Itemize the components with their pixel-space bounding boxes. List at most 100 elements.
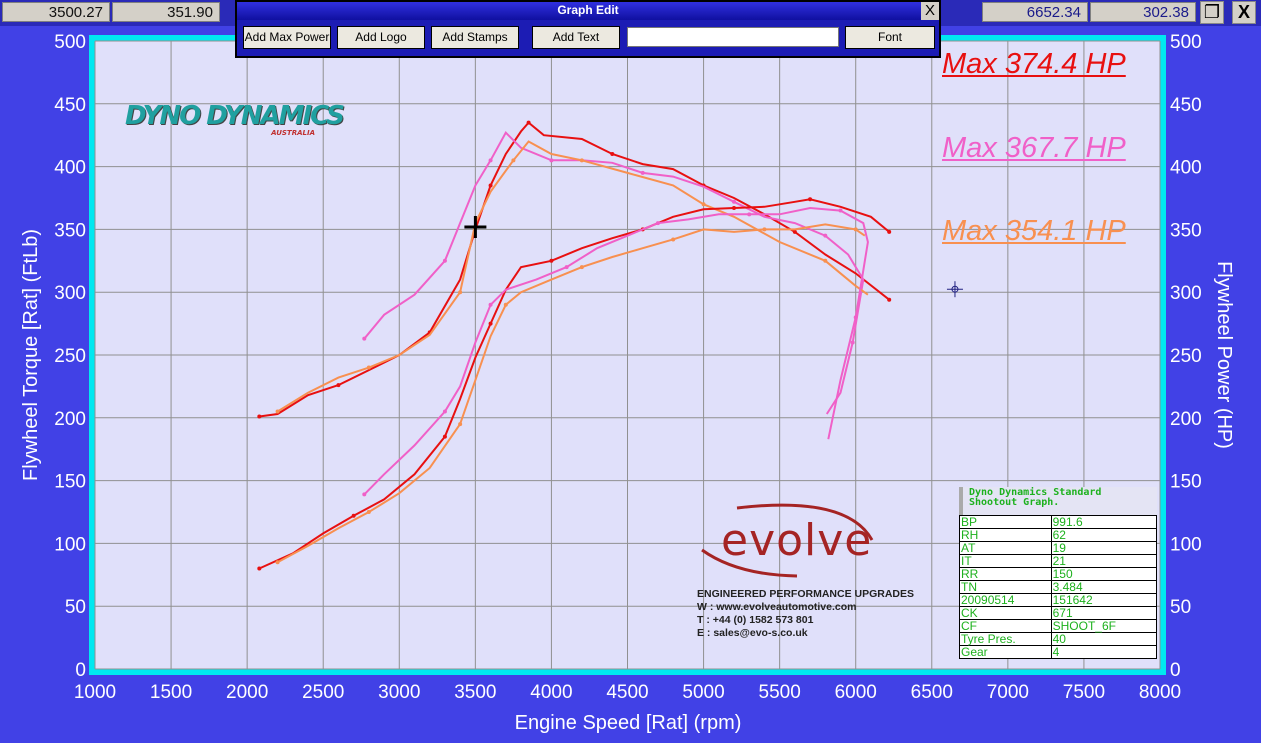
info-table: Dyno Dynamics Standard Shootout Graph. B… bbox=[959, 487, 1158, 659]
info-key: AT bbox=[959, 541, 1052, 555]
info-row: RR 150 bbox=[959, 567, 1158, 581]
x-tick-label: 2000 bbox=[226, 682, 268, 703]
torque-point bbox=[526, 120, 531, 125]
y-tick-label: 100 bbox=[54, 534, 86, 555]
add-max-power-button[interactable]: Add Max Power bbox=[243, 26, 331, 49]
x-tick-label: 3500 bbox=[454, 682, 496, 703]
evolve-email: E : sales@evo-s.co.uk bbox=[697, 627, 808, 639]
add-stamps-button[interactable]: Add Stamps bbox=[431, 26, 519, 49]
x-tick-label: 1500 bbox=[150, 682, 192, 703]
max-label-pink[interactable]: Max 367.7 HP bbox=[942, 132, 1126, 164]
torque-point bbox=[458, 290, 463, 295]
power-point bbox=[853, 227, 858, 232]
info-value: SHOOT_6F bbox=[1050, 619, 1158, 633]
torque-point bbox=[701, 202, 706, 207]
info-value: 62 bbox=[1050, 528, 1158, 542]
y-tick-label: 0 bbox=[75, 660, 86, 681]
evolve-tel: T : +44 (0) 1582 573 801 bbox=[697, 614, 814, 626]
power-point bbox=[488, 302, 493, 307]
cursor2-value-readout: 302.38 bbox=[1090, 2, 1196, 22]
x-tick-label: 3000 bbox=[378, 682, 420, 703]
cursor1-value-readout: 351.90 bbox=[112, 2, 220, 22]
torque-point bbox=[549, 158, 554, 163]
x-tick-label: 8000 bbox=[1139, 682, 1181, 703]
y2-tick-label: 150 bbox=[1170, 472, 1202, 493]
text-input[interactable] bbox=[627, 27, 839, 47]
power-point bbox=[362, 492, 367, 497]
info-key: BP bbox=[959, 515, 1052, 529]
info-value: 991.6 bbox=[1050, 515, 1158, 529]
x-tick-label: 6000 bbox=[835, 682, 877, 703]
swoosh-icon bbox=[701, 503, 874, 578]
torque-point bbox=[366, 365, 371, 370]
y-tick-label: 350 bbox=[54, 220, 86, 241]
x-tick-label: 7000 bbox=[987, 682, 1029, 703]
torque-point bbox=[823, 258, 828, 263]
info-value: 19 bbox=[1050, 541, 1158, 555]
info-row: CK 671 bbox=[959, 606, 1158, 620]
power-point bbox=[503, 302, 508, 307]
power-point bbox=[366, 510, 371, 514]
add-text-button[interactable]: Add Text bbox=[532, 26, 620, 49]
torque-point bbox=[362, 336, 367, 341]
torque-point bbox=[792, 229, 797, 234]
y2-tick-label: 50 bbox=[1170, 597, 1191, 618]
y2-tick-label: 400 bbox=[1170, 158, 1202, 179]
x-tick-label: 5500 bbox=[759, 682, 801, 703]
torque-curve bbox=[363, 131, 865, 415]
max-label-red[interactable]: Max 374.4 HP bbox=[942, 48, 1126, 80]
power-point bbox=[838, 208, 843, 213]
dialog-title: Graph Edit bbox=[237, 2, 939, 20]
y2-axis-label: Flywheel Power (HP) bbox=[1213, 261, 1235, 449]
torque-point bbox=[275, 409, 280, 414]
power-point bbox=[275, 560, 280, 565]
dialog-close-button[interactable]: X bbox=[921, 2, 939, 20]
power-point bbox=[549, 258, 554, 263]
power-point bbox=[488, 321, 493, 326]
y-tick-label: 150 bbox=[54, 472, 86, 493]
power-curve bbox=[277, 223, 866, 564]
info-key: RH bbox=[959, 528, 1052, 542]
power-point bbox=[808, 197, 813, 202]
power-point bbox=[579, 265, 584, 270]
y-axis-label: Flywheel Torque [Rat] (FtLb) bbox=[20, 229, 42, 481]
info-key: TN bbox=[959, 580, 1052, 594]
power-point bbox=[762, 227, 767, 232]
x-tick-label: 4500 bbox=[606, 682, 648, 703]
restore-icon[interactable]: ❐ bbox=[1200, 1, 1224, 24]
info-row: RH 62 bbox=[959, 528, 1158, 542]
power-point bbox=[887, 229, 892, 234]
info-value: 3.484 bbox=[1050, 580, 1158, 594]
graph-edit-dialog: Graph Edit X Add Max Power Add Logo Add … bbox=[235, 0, 941, 58]
info-value: 4 bbox=[1050, 645, 1158, 659]
torque-curve bbox=[277, 140, 869, 413]
y2-tick-label: 450 bbox=[1170, 95, 1202, 116]
torque-point bbox=[579, 158, 584, 163]
power-point bbox=[732, 206, 736, 211]
power-point bbox=[442, 409, 447, 414]
info-key: Tyre Pres. bbox=[959, 632, 1052, 646]
max-label-orange[interactable]: Max 354.1 HP bbox=[942, 215, 1126, 247]
evolve-web: W : www.evolveautomotive.com bbox=[697, 601, 857, 613]
y2-tick-label: 0 bbox=[1170, 660, 1181, 681]
torque-point bbox=[511, 158, 516, 163]
y2-tick-label: 500 bbox=[1170, 32, 1202, 53]
y-tick-label: 200 bbox=[54, 409, 86, 430]
info-value: 671 bbox=[1050, 606, 1158, 620]
window-close-button[interactable]: X bbox=[1232, 1, 1256, 24]
cursor1-rpm-readout: 3500.27 bbox=[2, 2, 110, 22]
info-value: 40 bbox=[1050, 632, 1158, 646]
info-key: CF bbox=[959, 619, 1052, 633]
info-row: IT 21 bbox=[959, 554, 1158, 568]
y-tick-label: 50 bbox=[65, 597, 86, 618]
info-key: CK bbox=[959, 606, 1052, 620]
info-row: Tyre Pres. 40 bbox=[959, 632, 1158, 646]
font-button[interactable]: Font bbox=[845, 26, 935, 49]
add-logo-button[interactable]: Add Logo bbox=[337, 26, 425, 49]
evolve-wordmark: evolve bbox=[721, 515, 873, 566]
y-tick-label: 450 bbox=[54, 95, 86, 116]
y2-tick-label: 250 bbox=[1170, 346, 1202, 367]
torque-point bbox=[610, 152, 615, 157]
dyno-dynamics-logo: DYNO DYNAMICS AUSTRALIA bbox=[125, 103, 345, 137]
